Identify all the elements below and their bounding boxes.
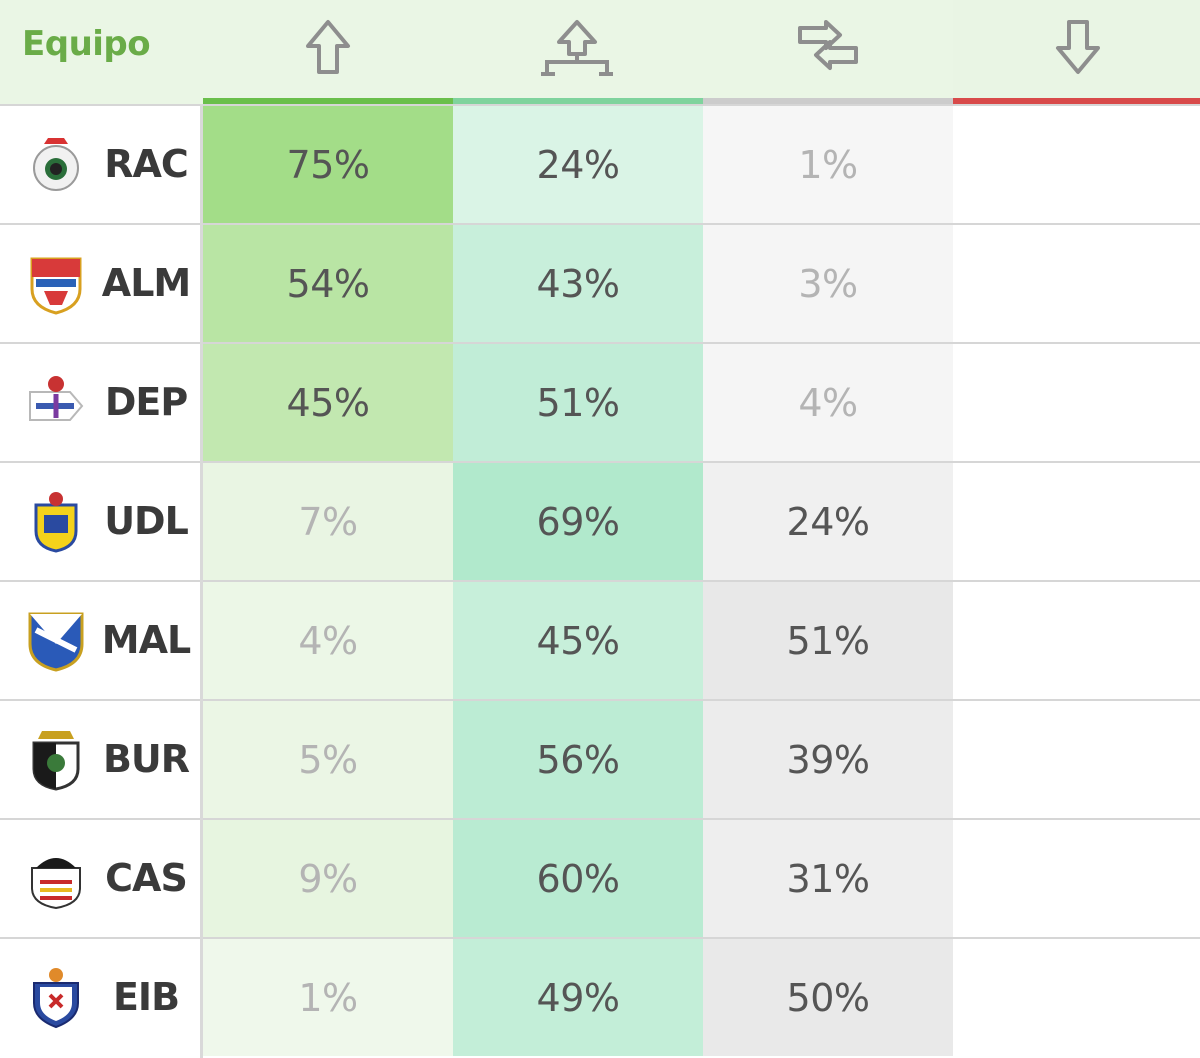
promotion-cell: 7% <box>203 463 453 580</box>
relegation-cell <box>953 701 1200 818</box>
malaga-crest-icon <box>28 612 84 672</box>
burgos-crest-icon <box>32 731 80 791</box>
promotion-cell: 9% <box>203 820 453 937</box>
promotion-cell: 45% <box>203 344 453 461</box>
mid-table-cell: 24% <box>703 463 953 580</box>
mid-table-cell: 39% <box>703 701 953 818</box>
promotion-cell: 4% <box>203 582 453 699</box>
team-code: DEP <box>104 380 188 424</box>
mid-table-bar <box>703 98 953 104</box>
table-row[interactable]: MAL 4% 45% 51% <box>0 580 1200 699</box>
team-column-title[interactable]: Equipo <box>22 24 151 64</box>
castellon-crest-icon <box>31 858 81 910</box>
mid-table-cell: 51% <box>703 582 953 699</box>
relegation-bar <box>953 98 1200 104</box>
table-header: Equipo <box>0 0 1200 104</box>
playoff-cell: 60% <box>453 820 703 937</box>
mid-table-cell: 4% <box>703 344 953 461</box>
table-row[interactable]: UDL 7% 69% 24% <box>0 461 1200 580</box>
relegation-cell <box>953 225 1200 342</box>
promotion-bar <box>203 98 453 104</box>
table-row[interactable]: RAC 75% 24% 1% <box>0 104 1200 223</box>
team-cell[interactable]: CAS <box>0 820 200 937</box>
eibar-crest-icon <box>33 968 79 1029</box>
table-row[interactable]: CAS 9% 60% 31% <box>0 818 1200 937</box>
playoff-cell: 51% <box>453 344 703 461</box>
team-cell[interactable]: MAL <box>0 582 200 699</box>
team-cell[interactable]: DEP <box>0 344 200 461</box>
team-code: BUR <box>102 737 190 781</box>
table-row[interactable]: ALM 54% 43% 3% <box>0 223 1200 342</box>
playoff-cell: 49% <box>453 939 703 1056</box>
header-relegation[interactable] <box>953 0 1200 104</box>
team-code: ALM <box>101 261 191 305</box>
team-code: UDL <box>104 499 189 543</box>
playoff-arrow-icon <box>541 20 613 76</box>
promotion-cell: 54% <box>203 225 453 342</box>
team-code: MAL <box>101 618 191 662</box>
team-cell[interactable]: ALM <box>0 225 200 342</box>
relegation-cell <box>953 939 1200 1056</box>
playoff-cell: 43% <box>453 225 703 342</box>
mid-table-cell: 31% <box>703 820 953 937</box>
arrow-up-icon <box>306 20 350 74</box>
arrow-down-icon <box>1056 20 1100 74</box>
promotion-cell: 75% <box>203 106 453 223</box>
mid-table-cell: 1% <box>703 106 953 223</box>
playoff-bar <box>453 98 703 104</box>
playoff-cell: 45% <box>453 582 703 699</box>
table-row[interactable]: EIB 1% 49% 50% <box>0 937 1200 1056</box>
deportivo-crest-icon <box>29 376 84 421</box>
relegation-cell <box>953 582 1200 699</box>
relegation-cell <box>953 463 1200 580</box>
team-code: RAC <box>104 142 189 186</box>
promotion-cell: 1% <box>203 939 453 1056</box>
header-promotion[interactable] <box>203 0 453 104</box>
team-code: CAS <box>105 856 188 900</box>
las-palmas-crest-icon <box>34 492 78 553</box>
table-row[interactable]: BUR 5% 56% 39% <box>0 699 1200 818</box>
promotion-cell: 5% <box>203 701 453 818</box>
team-code: EIB <box>112 975 180 1019</box>
team-cell[interactable]: RAC <box>0 106 200 223</box>
relegation-cell <box>953 344 1200 461</box>
playoff-cell: 69% <box>453 463 703 580</box>
header-playoff[interactable] <box>453 0 703 104</box>
playoff-cell: 24% <box>453 106 703 223</box>
almeria-crest-icon <box>30 257 82 315</box>
playoff-cell: 56% <box>453 701 703 818</box>
racing-crest-icon <box>33 138 79 191</box>
team-cell[interactable]: BUR <box>0 701 200 818</box>
relegation-cell <box>953 106 1200 223</box>
header-mid-table[interactable] <box>703 0 953 104</box>
team-cell[interactable]: UDL <box>0 463 200 580</box>
column-divider <box>200 104 203 1058</box>
relegation-cell <box>953 820 1200 937</box>
table-row[interactable]: DEP 45% 51% 4% <box>0 342 1200 461</box>
mid-table-cell: 50% <box>703 939 953 1056</box>
mid-table-cell: 3% <box>703 225 953 342</box>
team-cell[interactable]: EIB <box>0 939 200 1056</box>
swap-arrows-icon <box>798 20 858 70</box>
